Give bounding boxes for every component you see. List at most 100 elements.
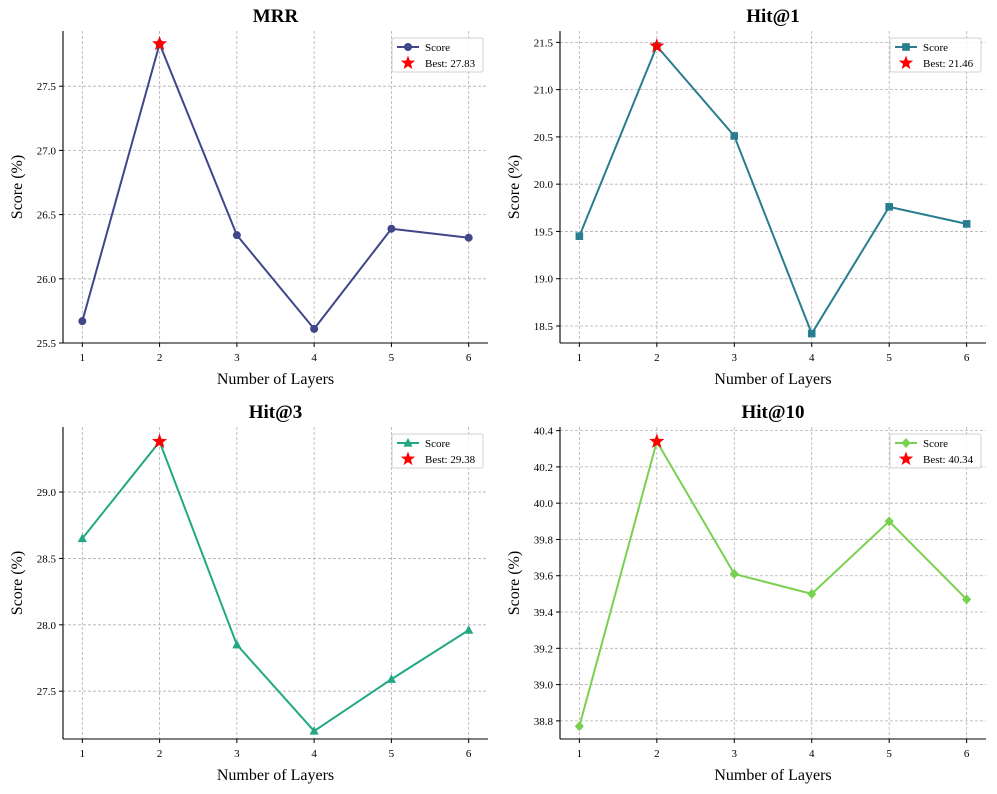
data-point xyxy=(807,329,816,338)
data-point xyxy=(962,220,971,228)
y-tick-label: 28.0 xyxy=(37,620,57,632)
series-line xyxy=(81,42,469,330)
data-point xyxy=(464,233,473,242)
series-line xyxy=(578,440,968,727)
y-axis-label: Score (%) xyxy=(506,551,523,615)
best-marker xyxy=(151,433,168,449)
y-tick-label: 27.5 xyxy=(37,81,57,93)
data-point xyxy=(78,317,87,326)
x-tick-label: 6 xyxy=(466,352,472,364)
x-tick-label: 5 xyxy=(886,748,892,760)
legend-series-marker xyxy=(902,43,910,51)
y-tick-label: 40.4 xyxy=(534,426,554,438)
y-tick-label: 40.2 xyxy=(534,462,553,474)
panel-hit-at-1: 18.5 19.0 19.5 20.0 20.5 21.0 21.5 1 2 3 4 5 6 Hit@1 N… xyxy=(506,6,986,388)
y-tick-label: 27.0 xyxy=(37,145,57,157)
x-axis-label: Number of Layers xyxy=(217,767,334,784)
y-tick-label: 26.0 xyxy=(37,274,57,286)
x-tick-label: 4 xyxy=(809,352,815,364)
x-tick-label: 3 xyxy=(732,748,738,760)
data-point xyxy=(730,132,739,140)
x-tick-label: 5 xyxy=(389,352,395,364)
x-axis-label: Number of Layers xyxy=(217,371,334,388)
x-tick-label: 2 xyxy=(654,748,660,760)
y-tick-label: 39.2 xyxy=(534,643,553,655)
x-tick-label: 4 xyxy=(311,748,317,760)
panel-mrr: 25.5 26.0 26.5 27.0 27.5 1 2 3 4 5 6 MRR Number of L… xyxy=(9,6,488,388)
legend-best-label: Best: 40.34 xyxy=(923,454,974,466)
x-tick-label: 2 xyxy=(157,748,163,760)
legend-best-marker xyxy=(898,55,914,70)
y-tick-label: 21.0 xyxy=(534,85,554,97)
data-point xyxy=(232,231,241,240)
y-tick-label: 40.0 xyxy=(534,498,554,510)
chart-title: Hit@10 xyxy=(741,402,804,423)
data-point xyxy=(309,726,319,735)
x-tick-label: 3 xyxy=(234,748,240,760)
legend-series-marker xyxy=(901,438,911,448)
y-axis-label: Score (%) xyxy=(9,155,26,219)
chart-title: MRR xyxy=(253,6,299,27)
data-point xyxy=(729,568,739,579)
series-line xyxy=(578,45,967,335)
y-tick-label: 38.8 xyxy=(534,716,554,728)
legend-best-marker xyxy=(898,451,914,466)
x-tick-label: 3 xyxy=(732,352,738,364)
y-tick-label: 19.5 xyxy=(534,226,554,238)
x-axis-label: Number of Layers xyxy=(714,767,831,784)
y-tick-label: 26.5 xyxy=(37,210,57,222)
x-tick-label: 4 xyxy=(311,352,317,364)
legend-series-label: Score xyxy=(923,42,948,54)
y-tick-label: 29.0 xyxy=(37,487,57,499)
legend-series-marker xyxy=(403,438,413,447)
legend-series-label: Score xyxy=(923,438,948,450)
legend-best-marker xyxy=(400,55,416,70)
chart-title: Hit@3 xyxy=(249,402,303,423)
y-tick-label: 18.5 xyxy=(534,321,554,333)
x-tick-label: 1 xyxy=(577,748,583,760)
legend-series-label: Score xyxy=(425,438,450,450)
x-tick-label: 1 xyxy=(80,352,86,364)
x-tick-label: 6 xyxy=(964,352,970,364)
best-marker xyxy=(649,433,665,448)
y-tick-label: 28.5 xyxy=(37,553,57,565)
x-tick-label: 5 xyxy=(389,748,395,760)
panel-hit-at-3: 27.5 28.0 28.5 29.0 1 2 3 4 5 6 Hit@3 Number of Lay… xyxy=(9,402,488,784)
data-point xyxy=(575,232,584,240)
data-point xyxy=(232,639,242,649)
y-tick-label: 25.5 xyxy=(37,338,57,350)
data-point xyxy=(962,594,972,605)
y-tick-label: 20.5 xyxy=(534,132,554,144)
data-point xyxy=(386,674,397,683)
y-tick-label: 27.5 xyxy=(37,686,57,698)
data-point xyxy=(387,224,396,233)
x-tick-label: 6 xyxy=(466,748,472,760)
y-axis-label: Score (%) xyxy=(506,155,523,219)
x-tick-label: 5 xyxy=(886,352,892,364)
y-tick-label: 39.4 xyxy=(534,607,554,619)
series-line xyxy=(81,440,470,733)
y-axis-label: Score (%) xyxy=(9,551,26,615)
legend-series-marker xyxy=(404,43,412,51)
x-tick-label: 2 xyxy=(157,352,163,364)
y-tick-label: 21.5 xyxy=(534,37,554,49)
best-marker xyxy=(649,38,665,53)
x-tick-label: 1 xyxy=(577,352,583,364)
data-point xyxy=(574,721,584,732)
legend-series-label: Score xyxy=(425,42,450,54)
y-tick-label: 20.0 xyxy=(534,179,554,191)
legend-best-marker xyxy=(400,451,416,466)
x-tick-label: 4 xyxy=(809,748,815,760)
legend-best-label: Best: 29.38 xyxy=(425,454,476,466)
y-tick-label: 39.8 xyxy=(534,534,554,546)
best-marker xyxy=(151,35,168,51)
y-tick-label: 39.6 xyxy=(534,571,554,583)
data-point xyxy=(464,625,474,634)
panel-hit-at-10: 38.8 39.0 39.2 39.4 39.6 39.8 40.0 40.2 40.4 1 2 3 4… xyxy=(506,402,986,784)
y-tick-label: 39.0 xyxy=(534,680,554,692)
x-tick-label: 3 xyxy=(234,352,240,364)
x-tick-label: 6 xyxy=(964,748,970,760)
legend-best-label: Best: 21.46 xyxy=(923,58,974,70)
y-tick-label: 19.0 xyxy=(534,274,554,286)
